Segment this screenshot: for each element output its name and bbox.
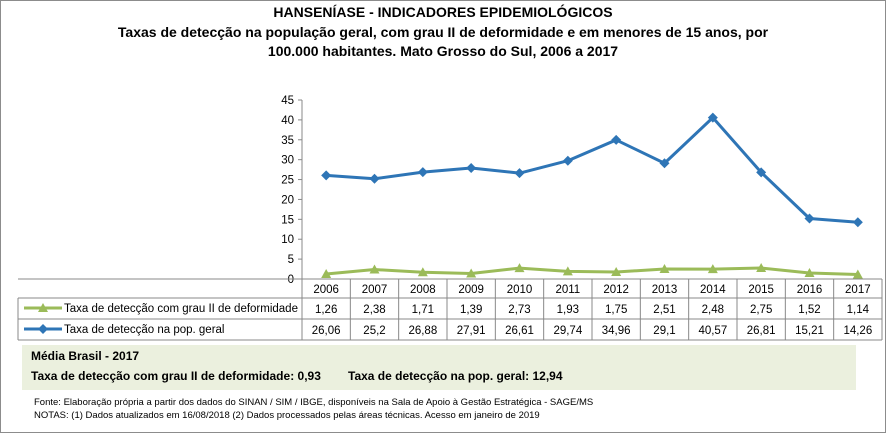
data-label: 14,26 bbox=[843, 325, 872, 337]
data-label: 2,75 bbox=[750, 304, 772, 316]
data-label: 1,93 bbox=[557, 304, 579, 316]
x-tick-label: 2010 bbox=[507, 284, 533, 296]
data-point bbox=[417, 267, 428, 277]
brazil-average-box: Média Brasil - 2017 Taxa de detecção com… bbox=[22, 345, 856, 390]
chart-title: HANSENÍASE - INDICADORES EPIDEMIOLÓGICOS bbox=[273, 4, 613, 20]
summary-title: Média Brasil - 2017 bbox=[31, 349, 140, 363]
chart-subtitle-line1: Taxas de detecção na população geral, co… bbox=[117, 24, 769, 40]
legend-key-marker bbox=[38, 324, 48, 334]
x-tick-label: 2011 bbox=[555, 284, 580, 296]
legend-key-marker bbox=[38, 303, 48, 312]
line-chart: 0 5 10 15 20 25 30 35 40 45 2006 2007 2008 2009 2010 20… bbox=[17, 95, 883, 341]
summary-grau2: Taxa de detecção com grau II de deformid… bbox=[31, 369, 321, 383]
series-line bbox=[326, 266, 858, 276]
data-point bbox=[804, 213, 815, 224]
data-label: 25,2 bbox=[363, 325, 385, 337]
x-tick-label: 2015 bbox=[748, 284, 774, 296]
y-tick-label: 20 bbox=[281, 194, 294, 206]
x-tick-label: 2014 bbox=[700, 284, 726, 296]
data-label: 27,91 bbox=[457, 325, 486, 337]
data-point bbox=[514, 168, 525, 179]
data-point bbox=[756, 167, 767, 178]
data-point bbox=[852, 269, 863, 279]
y-tick-label: 35 bbox=[281, 135, 294, 147]
data-label: 2,51 bbox=[653, 304, 675, 316]
y-tick-label: 40 bbox=[281, 115, 294, 127]
data-point bbox=[756, 263, 767, 273]
data-label: 2,38 bbox=[363, 304, 385, 316]
y-tick-label: 5 bbox=[288, 254, 294, 266]
data-label: 1,39 bbox=[460, 304, 482, 316]
data-point bbox=[611, 134, 622, 145]
data-point bbox=[466, 162, 477, 173]
data-label: 29,74 bbox=[553, 325, 582, 337]
data-label: 26,81 bbox=[747, 325, 776, 337]
y-tick-label: 15 bbox=[281, 214, 294, 226]
data-label: 34,96 bbox=[602, 325, 631, 337]
x-tick-label: 2007 bbox=[362, 284, 388, 296]
data-point bbox=[659, 158, 670, 169]
x-tick-label: 2017 bbox=[845, 284, 871, 296]
data-label: 1,14 bbox=[847, 304, 870, 316]
summary-pop-geral: Taxa de detecção na pop. geral: 12,94 bbox=[348, 369, 563, 383]
data-label: 26,61 bbox=[505, 325, 534, 337]
data-point bbox=[804, 267, 815, 277]
y-tick-label: 10 bbox=[281, 234, 294, 246]
data-label: 40,57 bbox=[698, 325, 727, 337]
data-point bbox=[321, 268, 332, 278]
x-tick-label: 2008 bbox=[410, 284, 436, 296]
legend-label: Taxa de detecção com grau II de deformid… bbox=[64, 303, 298, 315]
data-label: 2,48 bbox=[702, 304, 724, 316]
chart-subtitle-line2: 100.000 habitantes. Mato Grosso do Sul, … bbox=[267, 43, 619, 59]
x-tick-label: 2009 bbox=[458, 284, 484, 296]
y-tick-label: 25 bbox=[281, 175, 294, 187]
data-label: 1,26 bbox=[315, 304, 337, 316]
data-label: 29,1 bbox=[653, 325, 675, 337]
data-point bbox=[562, 266, 573, 276]
footer-notes: NOTAS: (1) Dados atualizados em 16/08/20… bbox=[34, 410, 540, 421]
data-label: 15,21 bbox=[795, 325, 824, 337]
footer-source: Fonte: Elaboração própria a partir dos d… bbox=[34, 397, 594, 408]
x-tick-label: 2016 bbox=[797, 284, 823, 296]
data-point bbox=[659, 264, 670, 274]
data-point bbox=[466, 268, 477, 278]
data-point bbox=[562, 155, 573, 166]
data-point bbox=[514, 263, 525, 273]
data-point bbox=[369, 264, 380, 274]
y-tick-label: 30 bbox=[281, 155, 294, 167]
data-label: 26,06 bbox=[312, 325, 341, 337]
data-point bbox=[369, 173, 380, 184]
data-point bbox=[321, 170, 332, 181]
series-line bbox=[326, 116, 858, 224]
data-point bbox=[852, 217, 863, 228]
y-tick-label: 0 bbox=[288, 274, 294, 286]
x-tick-label: 2013 bbox=[652, 284, 678, 296]
data-point bbox=[417, 167, 428, 178]
legend-label: Taxa de detecção na pop. geral bbox=[64, 324, 224, 336]
data-label: 1,75 bbox=[605, 304, 627, 316]
data-point bbox=[707, 112, 718, 123]
x-tick-label: 2012 bbox=[603, 284, 629, 296]
data-point bbox=[707, 264, 718, 274]
data-label: 2,73 bbox=[508, 304, 530, 316]
data-label: 1,52 bbox=[798, 304, 820, 316]
data-label: 1,71 bbox=[412, 304, 434, 316]
x-tick-label: 2006 bbox=[313, 284, 339, 296]
data-label: 26,88 bbox=[408, 325, 437, 337]
y-tick-label: 45 bbox=[281, 95, 294, 107]
data-point bbox=[611, 267, 622, 277]
